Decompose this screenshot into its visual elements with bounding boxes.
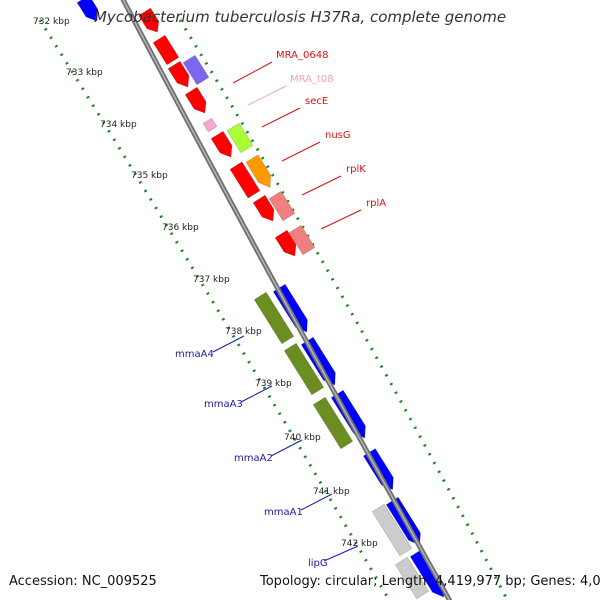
- gene-leader-line: [270, 439, 303, 457]
- gene-label: rplA: [366, 198, 386, 209]
- gene-leader-line: [232, 61, 273, 84]
- map-title: Mycobacterium tuberculosis H37Ra, comple…: [93, 8, 507, 26]
- gene-block: [274, 229, 297, 257]
- gene-leader-line: [261, 107, 301, 128]
- gene-block-shape: [138, 7, 160, 33]
- gene-block: [371, 503, 413, 557]
- gene-block-shape: [268, 190, 296, 222]
- trna-block: [202, 117, 218, 133]
- gene-block: [138, 7, 160, 33]
- gene-label: mmaA2: [234, 453, 273, 464]
- gene-block-shape: [274, 229, 297, 257]
- gene-block: [253, 291, 295, 345]
- genome-backbone: [120, 0, 453, 600]
- gene-block: [395, 556, 429, 600]
- gene-label-group: MRA_0648 MRA_t08 secE nusG rplK rplA mmaA4 mmaA…: [175, 50, 386, 569]
- gene-block: [167, 60, 190, 88]
- length-value: 4,419,977 bp;: [435, 574, 527, 589]
- gene-block-shape: [226, 122, 254, 154]
- gene-block-shape: [253, 291, 295, 345]
- gene-block: [252, 194, 275, 222]
- tick-label: 742 kbp: [341, 539, 378, 549]
- gene-label: MRA_t08: [290, 74, 334, 85]
- gene-block-shape: [152, 34, 180, 66]
- gene-block-shape: [409, 548, 445, 598]
- trna-block-shape: [202, 117, 218, 133]
- genes-label: Genes:: [530, 574, 576, 589]
- gene-leader-line: [320, 209, 362, 230]
- tick-label: 740 kbp: [284, 433, 321, 443]
- gene-block: [229, 161, 261, 199]
- gene-leader-line: [247, 85, 287, 106]
- gene-block: [268, 190, 296, 222]
- tick-label: 738 kbp: [225, 327, 262, 337]
- right-tick-track: [178, 19, 510, 600]
- gene-block-shape: [252, 194, 275, 222]
- gene-block-shape: [167, 60, 190, 88]
- gene-block: [312, 396, 354, 450]
- backbone-highlight: [122, 0, 451, 600]
- tick-label: 737 kbp: [193, 275, 230, 285]
- gene-label: secE: [305, 96, 328, 107]
- gene-label: mmaA4: [175, 349, 214, 360]
- gene-label: nusG: [325, 130, 351, 141]
- gene-leader-line: [281, 141, 321, 162]
- tick-label: 733 kbp: [66, 68, 103, 78]
- accession-info: Accession: NC_009525: [9, 574, 157, 589]
- gene-block-shape: [184, 86, 207, 114]
- gene-block: [283, 342, 325, 396]
- gene-block: [210, 130, 233, 158]
- gene-block-shape: [371, 503, 413, 557]
- gene-label: rplK: [346, 164, 366, 175]
- gene-block: [226, 122, 254, 154]
- accession-label: Accession:: [9, 574, 78, 589]
- gene-label: mmaA1: [264, 507, 303, 518]
- gene-leader-line: [323, 545, 359, 562]
- tick-label: 735 kbp: [131, 171, 168, 181]
- gene-block: [184, 86, 207, 114]
- tick-label: 741 kbp: [313, 487, 350, 497]
- gene-block-shape: [245, 154, 271, 188]
- gene-block: [288, 224, 316, 256]
- gene-block: [152, 34, 180, 66]
- tick-label: 734 kbp: [100, 120, 137, 130]
- gene-block-shape: [76, 0, 99, 22]
- tick-label-group: 732 kbp 733 kbp 734 kbp 735 kbp 736 kbp 737 k…: [33, 17, 378, 549]
- gene-block-shape: [395, 556, 429, 600]
- topology-label: Topology:: [260, 574, 321, 589]
- gene-block-shape: [312, 396, 354, 450]
- tick-dot-tracks: [38, 19, 510, 600]
- accession-value: NC_009525: [81, 574, 157, 589]
- tick-label: 732 kbp: [33, 17, 70, 27]
- gene-block-shape: [182, 54, 210, 86]
- gene-block: [245, 154, 271, 188]
- left-tick-track: [38, 19, 391, 600]
- gene-block-shape: [288, 224, 316, 256]
- topology-value: circular;: [324, 574, 378, 589]
- gene-leader-line: [212, 335, 245, 353]
- gene-label: MRA_0648: [276, 50, 328, 61]
- gene-leader-line: [240, 385, 273, 403]
- gene-block: [409, 548, 445, 598]
- gene-block-shape: [210, 130, 233, 158]
- gene-label: mmaA3: [204, 399, 243, 410]
- gene-block-shape: [229, 161, 261, 199]
- genome-stats: Topology: circular; Length: 4,419,977 bp…: [260, 574, 600, 589]
- gene-block-shape: [283, 342, 325, 396]
- tick-label: 739 kbp: [255, 379, 292, 389]
- length-label: Length:: [381, 574, 431, 589]
- gene-label: lipG: [308, 558, 328, 569]
- gene-block: [76, 0, 99, 22]
- gene-leader-line: [300, 493, 333, 511]
- tick-label: 736 kbp: [162, 223, 199, 233]
- gene-block: [182, 54, 210, 86]
- gene-leader-line: [301, 175, 342, 196]
- genes-value: 4,084: [579, 574, 600, 589]
